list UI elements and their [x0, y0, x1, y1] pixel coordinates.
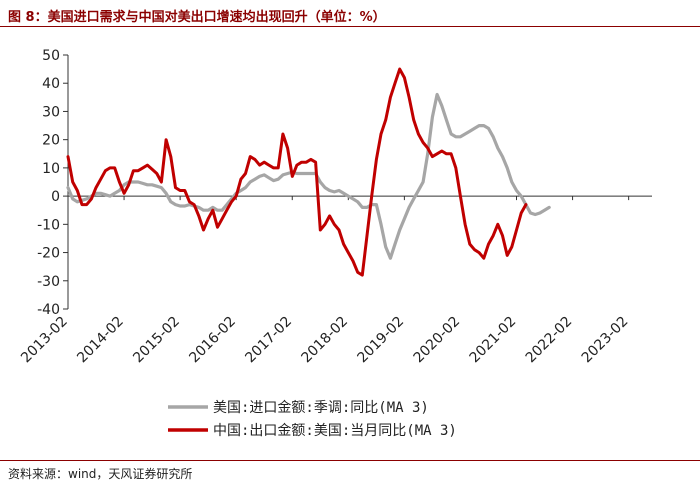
y-tick-label: -20 [37, 246, 60, 262]
legend-label-2: 中国:出口金额:美国:当月同比(MA 3) [213, 423, 457, 439]
x-tick-label: 2016-02 [186, 314, 239, 367]
x-tick-label: 2013-02 [18, 314, 71, 367]
x-tick-label: 2017-02 [242, 314, 295, 367]
x-tick-label: 2021-02 [467, 314, 520, 367]
series-line-2 [66, 67, 528, 277]
title-rule [0, 26, 700, 27]
x-tick-label: 2014-02 [74, 314, 127, 367]
x-tick-label: 2020-02 [411, 314, 464, 367]
x-tick-label: 2022-02 [523, 314, 576, 367]
source-note: 资料来源：wind，天风证券研究所 [8, 467, 193, 481]
series-line-1 [66, 92, 551, 260]
legend: 美国:进口金额:季调:同比(MA 3) 中国:出口金额:美国:当月同比(MA 3) [168, 400, 457, 439]
y-tick-label: 10 [42, 161, 60, 177]
x-tick-label: 2023-02 [579, 314, 632, 367]
x-tick-label: 2015-02 [130, 314, 183, 367]
y-tick-label: -10 [37, 217, 60, 233]
y-tick-label: -40 [37, 302, 60, 318]
y-tick-label: 0 [51, 189, 60, 205]
x-tick-label: 2018-02 [298, 314, 351, 367]
y-tick-label: -30 [37, 274, 60, 290]
legend-label-1: 美国:进口金额:季调:同比(MA 3) [213, 400, 429, 416]
y-tick-label: 50 [42, 48, 60, 64]
y-tick-label: 40 [42, 76, 60, 92]
y-tick-label: 30 [42, 104, 60, 120]
x-tick-label: 2019-02 [355, 314, 408, 367]
series-lines [66, 67, 551, 277]
y-tick-label: 20 [42, 133, 60, 149]
footer-rule [0, 460, 700, 461]
figure-title: 图 8：美国进口需求与中国对美出口增速均出现回升（单位：%） [8, 10, 386, 25]
